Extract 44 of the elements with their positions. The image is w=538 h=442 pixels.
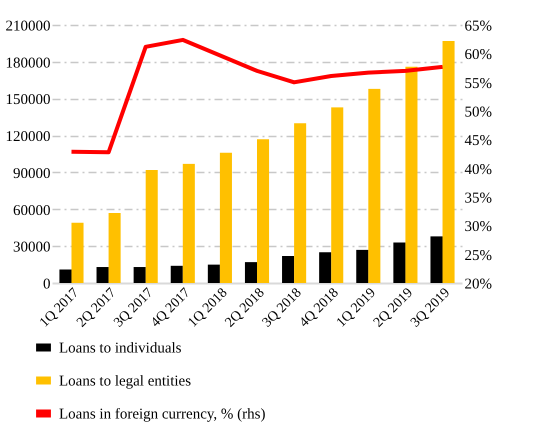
bar [294, 123, 306, 283]
y-tick-label: 30000 [13, 240, 50, 256]
y-tick-label: 0 [43, 276, 50, 292]
y2-tick-label: 65% [464, 18, 492, 34]
line-series [69, 38, 445, 154]
y2-tick-label: 50% [464, 104, 492, 120]
y2-tick-label: 25% [464, 248, 492, 264]
y2-tick-label: 40% [464, 162, 492, 178]
bar [134, 267, 146, 283]
bar [257, 139, 270, 283]
y2-tick-label: 35% [464, 190, 492, 206]
y-tick-label: 60000 [13, 202, 50, 219]
bar [71, 222, 84, 283]
bar [282, 256, 294, 283]
y2-tick-label: 20% [464, 276, 492, 292]
bar [146, 170, 158, 283]
bar [220, 152, 232, 283]
y-tick-label: 180000 [6, 55, 50, 72]
y-tick-label: 90000 [13, 166, 50, 182]
bar [331, 107, 344, 283]
y2-tick-label: 55% [464, 76, 492, 92]
bar [108, 212, 121, 283]
y-tick-label: 210000 [6, 18, 50, 34]
legend-label: Loans to legal entities [59, 374, 192, 390]
y2-tick-label: 45% [464, 133, 492, 150]
bar [170, 266, 183, 283]
bar [208, 264, 220, 283]
y2-tick-label: 60% [464, 47, 492, 64]
legend-label: Loans to individuals [59, 340, 182, 356]
y-tick-label: 150000 [6, 92, 50, 108]
bar [393, 242, 406, 283]
y2-tick-label: 30% [464, 219, 492, 236]
bar [244, 262, 257, 283]
bar [430, 236, 443, 283]
bar [442, 40, 455, 283]
bar [182, 164, 195, 283]
bar [368, 88, 380, 283]
legend-label: Loans in foreign currency, % (rhs) [59, 406, 266, 422]
bar [405, 66, 418, 283]
bar [319, 252, 332, 283]
bar [356, 250, 368, 283]
bar [96, 267, 109, 283]
y-tick-label: 120000 [6, 129, 50, 146]
bar [59, 269, 72, 283]
